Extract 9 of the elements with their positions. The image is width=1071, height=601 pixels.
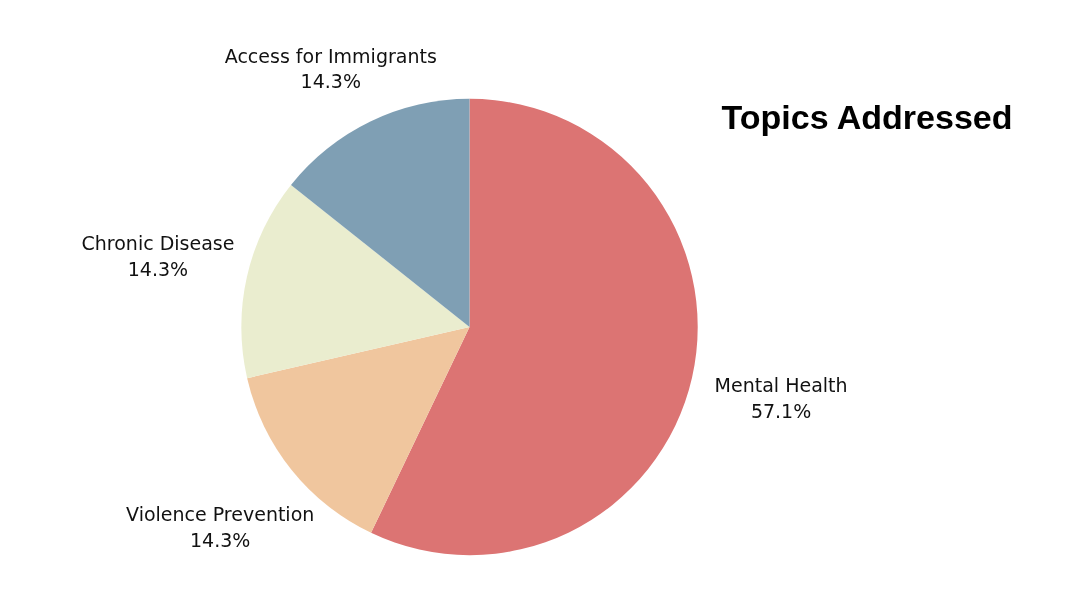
data-label: 14.3% bbox=[190, 528, 251, 551]
text: Topics Addressed bbox=[721, 98, 1013, 137]
data-label: 57.1% bbox=[750, 399, 812, 422]
data-label: 14.3% bbox=[127, 258, 189, 281]
slice-label: Mental Health bbox=[714, 373, 848, 396]
slice-label: Violence Prevention bbox=[126, 502, 315, 525]
slice-label: Access for Immigrants bbox=[224, 44, 437, 67]
data-label: 14.3% bbox=[300, 70, 361, 93]
slice-label: Chronic Disease bbox=[81, 232, 235, 255]
